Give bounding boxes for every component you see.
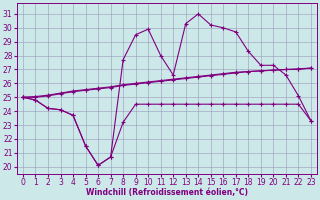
X-axis label: Windchill (Refroidissement éolien,°C): Windchill (Refroidissement éolien,°C) — [86, 188, 248, 197]
